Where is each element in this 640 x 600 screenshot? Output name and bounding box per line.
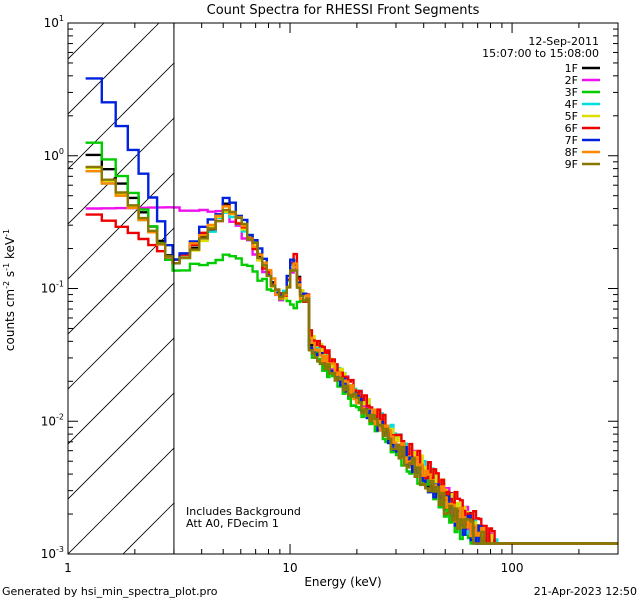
annotation-background: Includes Background [186,505,301,518]
footer-generated-by: Generated by hsi_min_spectra_plot.pro [2,585,218,598]
annotation-attenuator: Att A0, FDecim 1 [186,517,279,530]
legend-label-3F: 3F [565,86,578,99]
hatch-line [68,23,160,115]
hatch-line [68,23,215,170]
x-tick-label: 1 [64,561,72,575]
legend-label-6F: 6F [565,122,578,135]
y-tick-label: 100 [44,147,64,163]
y-tick-label: 10-2 [41,412,64,428]
x-tick-label: 100 [501,561,524,575]
legend-label-1F: 1F [565,62,578,75]
hatch-line [617,553,618,554]
x-axis-label: Energy (keV) [304,575,381,589]
date-label: 12-Sep-2011 [528,35,599,48]
legend-label-9F: 9F [565,158,578,171]
hatch-mask [174,23,618,554]
y-axis-ticks: 101 100 10-1 10-2 10-3 [41,14,618,561]
legend-label-4F: 4F [565,98,578,111]
legend-label-2F: 2F [565,74,578,87]
chart-title: Count Spectra for RHESSI Front Segments [207,3,480,18]
time-range-label: 15:07:00 to 15:08:00 [482,47,599,60]
y-tick-label: 101 [44,14,64,30]
legend-label-5F: 5F [565,110,578,123]
footer-timestamp: 21-Apr-2023 12:50 [534,585,637,598]
excluded-energy-hatch [68,23,618,554]
y-axis-label: counts cm-2 s-1 keV-1 [2,229,17,351]
series-line-9F [85,165,618,545]
x-tick-label: 10 [282,561,297,575]
y-tick-label: 10-3 [41,545,64,561]
spectra-curves [85,77,618,545]
y-tick-label: 10-1 [41,280,64,296]
legend-label-8F: 8F [565,146,578,159]
legend-label-7F: 7F [565,134,578,147]
x-axis-ticks: 1 10 100 [64,23,619,575]
